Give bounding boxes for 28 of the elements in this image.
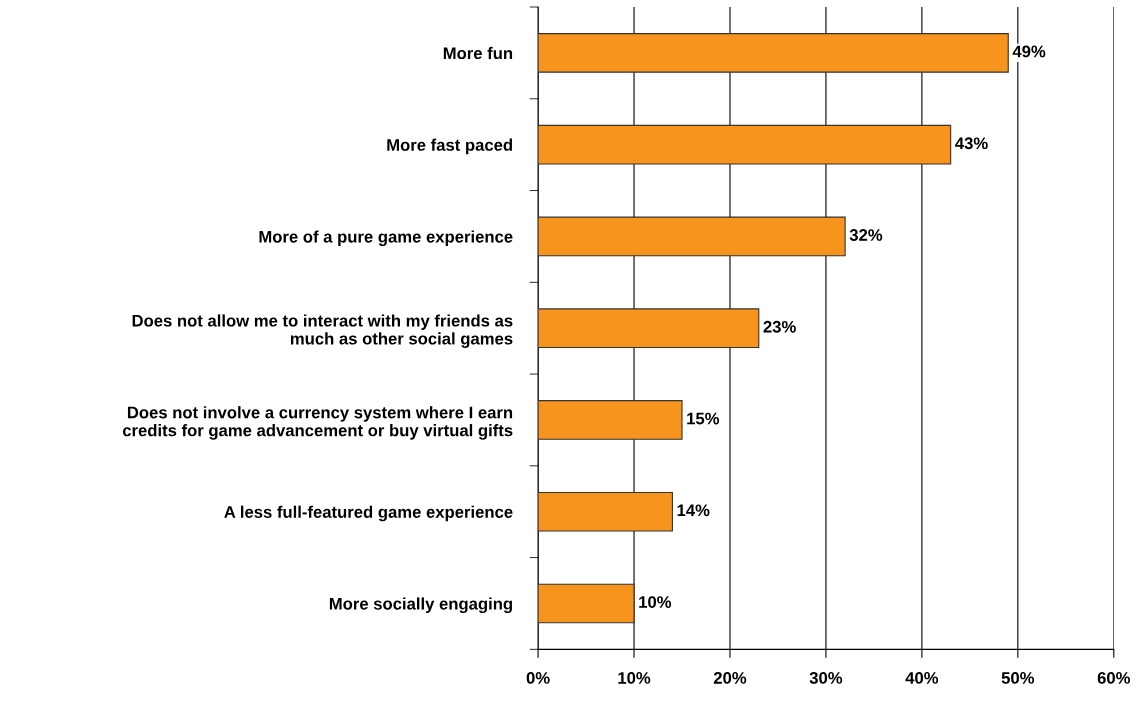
y-tick-label: Does not allow me to interact with my friends as much as other social games: [132, 314, 513, 348]
y-tick-label: A less full-featured game experience: [224, 505, 513, 522]
y-tick-label: More fun: [443, 46, 513, 60]
data-label: 49%: [1012, 45, 1046, 58]
x-tick-label: 0%: [526, 672, 550, 684]
x-tick-label: 40%: [905, 672, 939, 684]
x-tick-label: 50%: [1001, 672, 1035, 684]
data-label: 14%: [677, 504, 710, 517]
bar: [538, 216, 846, 257]
bar: [538, 124, 952, 165]
bar: [538, 33, 1009, 73]
y-tick-label: More socially engaging: [329, 597, 512, 614]
x-tick-label: 10%: [618, 672, 651, 684]
bar: [538, 400, 683, 440]
data-label: 43%: [955, 137, 988, 150]
bar: [538, 491, 673, 532]
y-tick-label: Does not involve a currency system where I earn credits for game advancement or buy virtual gifts: [122, 406, 513, 440]
bar: [538, 308, 760, 349]
x-tick-label: 60%: [1097, 672, 1131, 684]
x-tick-label: 20%: [713, 672, 747, 684]
data-label: 10%: [639, 596, 672, 608]
bar: [538, 583, 635, 624]
data-label: 23%: [763, 320, 796, 333]
x-tick-label: 30%: [809, 672, 843, 684]
data-label: 32%: [849, 229, 883, 241]
y-tick-label: More of a pure game experience: [259, 230, 513, 246]
y-tick-label: More fast paced: [387, 138, 512, 155]
data-label: 15%: [687, 412, 720, 425]
